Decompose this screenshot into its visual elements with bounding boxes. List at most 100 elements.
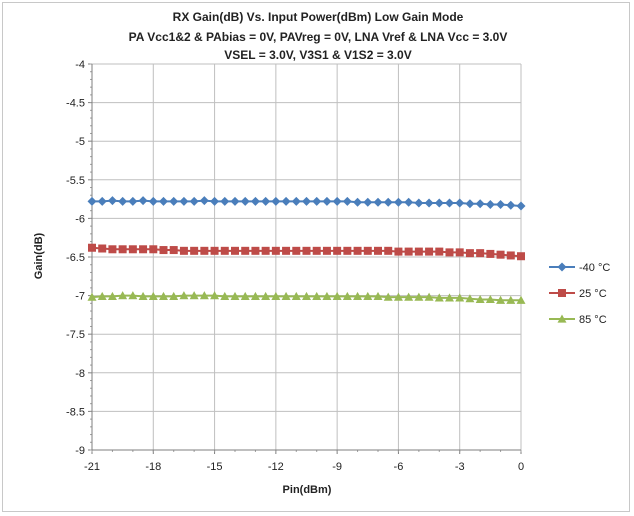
data-point (506, 200, 516, 210)
y-tick-label: -5 (75, 136, 85, 148)
chart-title-line-1: RX Gain(dB) Vs. Input Power(dBm) Low Gai… (173, 10, 464, 24)
x-tick-label: -6 (394, 461, 404, 473)
data-point (210, 196, 220, 206)
data-point (475, 199, 485, 209)
data-point (455, 293, 465, 302)
y-tick-label: -4 (75, 59, 85, 71)
data-point (302, 196, 311, 206)
series-2 (87, 291, 526, 304)
data-point (108, 245, 117, 254)
data-point (506, 295, 516, 304)
data-point (312, 246, 321, 255)
data-point (118, 196, 128, 206)
data-point (220, 291, 230, 300)
data-point (373, 291, 383, 300)
data-point (190, 246, 199, 255)
data-point (148, 196, 158, 206)
data-point (107, 291, 117, 300)
legend-label: -40 °C (579, 262, 610, 274)
gridlines (91, 63, 522, 451)
data-point (87, 292, 97, 301)
data-point (149, 245, 158, 254)
data-point (240, 291, 250, 300)
data-point (179, 196, 189, 206)
data-point (435, 247, 444, 256)
data-point (139, 245, 148, 254)
data-point (393, 292, 403, 301)
series-1 (88, 243, 525, 261)
data-point (475, 294, 485, 304)
chart-title-line-3: VSEL = 3.0V, V3S1 & V1S2 = 3.0V (224, 48, 411, 62)
data-point (434, 198, 444, 208)
legend-swatch-marker (558, 289, 566, 297)
data-point (496, 250, 505, 259)
chart-title: RX Gain(dB) Vs. Input Power(dBm) Low Gai… (129, 10, 508, 62)
legend-item: 85 °C (549, 314, 607, 326)
data-point (291, 291, 301, 300)
data-point (322, 291, 332, 300)
data-point (199, 196, 209, 206)
data-point (516, 201, 526, 211)
data-point (169, 291, 179, 300)
data-point (231, 246, 239, 255)
data-point (476, 249, 485, 258)
data-point (200, 246, 209, 255)
data-point (179, 291, 189, 300)
y-tick-label: -5.5 (66, 175, 85, 187)
data-point (424, 292, 434, 301)
y-tick-label: -7 (75, 291, 85, 303)
data-point (271, 196, 281, 206)
data-point (404, 247, 413, 256)
data-point (363, 291, 373, 300)
series-group (87, 196, 526, 304)
data-point (230, 196, 240, 206)
data-point (138, 291, 148, 300)
data-point (353, 291, 363, 300)
x-tick-label: -15 (207, 461, 223, 473)
data-point (353, 197, 363, 207)
data-point (353, 246, 362, 255)
x-tick-labels: -21 -18 -15 -12 -9 -6 -3 0 (84, 461, 524, 473)
data-point (282, 246, 291, 255)
data-point (342, 291, 352, 300)
x-tick-label: -21 (84, 461, 100, 473)
y-tick-label: -6 (75, 213, 85, 225)
data-point (88, 243, 96, 252)
data-point (496, 295, 506, 304)
data-point (271, 246, 280, 255)
data-point (189, 291, 199, 300)
data-point (445, 293, 454, 302)
data-point (343, 246, 352, 255)
data-point (373, 197, 383, 207)
data-point (169, 196, 179, 206)
x-tick-label: -3 (455, 461, 465, 473)
data-point (292, 246, 301, 255)
x-tick-label: -9 (332, 461, 342, 473)
data-point (332, 291, 342, 300)
data-point (240, 196, 250, 206)
data-point (506, 251, 515, 260)
data-point (384, 246, 393, 255)
legend: -40 °C 25 °C 85 °C (549, 262, 610, 326)
data-point (516, 295, 526, 304)
data-point (250, 196, 260, 206)
data-point (434, 293, 444, 302)
data-point (424, 198, 434, 208)
x-tick-label: -18 (145, 461, 161, 473)
data-point (363, 246, 372, 255)
data-point (128, 291, 138, 300)
legend-label: 85 °C (579, 314, 607, 326)
data-point (517, 252, 525, 261)
axes (88, 63, 522, 454)
legend-item: 25 °C (549, 288, 607, 300)
data-point (486, 249, 495, 258)
data-point (220, 196, 230, 206)
legend-swatch-marker (557, 262, 567, 272)
data-point (465, 199, 475, 209)
data-point (393, 197, 403, 207)
data-point (485, 294, 495, 304)
data-point (281, 291, 291, 300)
y-axis-label: Gain(dB) (33, 232, 45, 279)
data-point (455, 198, 465, 208)
data-point (261, 291, 271, 300)
